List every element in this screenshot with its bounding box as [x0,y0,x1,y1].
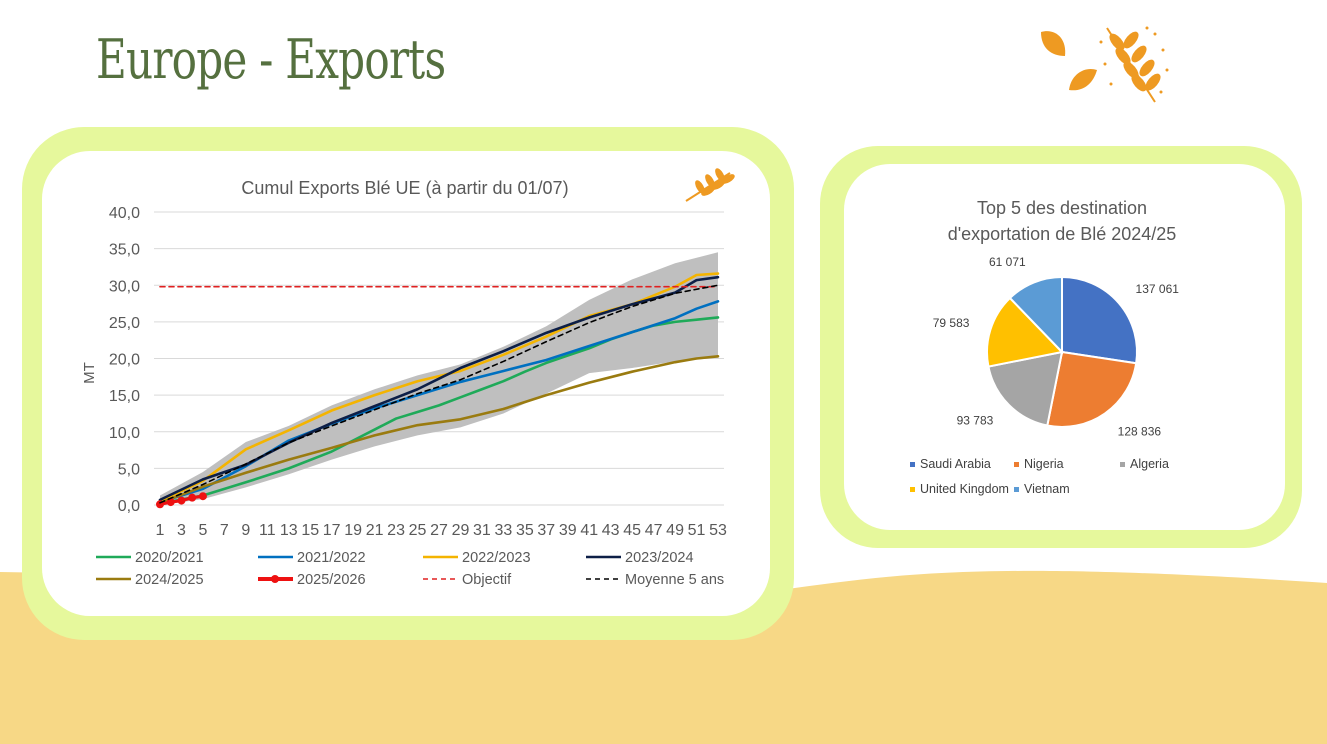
x-tick-label: 25 [409,522,427,539]
y-tick-label: 5,0 [118,461,140,478]
pie-slice-saudi-arabia [1061,275,1138,365]
pie-slice-united-kingdom [986,296,1064,368]
legend-label: Objectif [462,572,512,588]
x-tick-label: 33 [494,522,512,539]
x-tick-label: 1 [156,522,165,539]
x-tick-label: 3 [177,522,186,539]
legend-label: 2020/2021 [135,550,204,566]
y-tick-label: 10,0 [109,425,140,442]
x-tick-label: 13 [280,522,298,539]
pie-legend-swatch [1014,487,1019,492]
x-tick-label: 39 [559,522,577,539]
x-tick-label: 37 [537,522,555,539]
x-tick-label: 41 [580,522,598,539]
pie-chart-title-line-2: d'exportation de Blé 2024/25 [948,224,1177,244]
x-tick-label: 5 [198,522,207,539]
pie-legend-label: Vietnam [1024,482,1070,496]
legend-label: 2023/2024 [625,550,694,566]
series-line-2024-2025 [158,355,720,505]
y-tick-label: 40,0 [109,205,140,222]
pie-chart: Top 5 des destination d'exportation de B… [910,198,1180,496]
pie-data-label: 128 836 [1118,424,1162,438]
legend-label: 2021/2022 [297,550,366,566]
legend-label: 2022/2023 [462,550,531,566]
x-tick-label: 9 [241,522,250,539]
wheat-leaves-icon [1041,26,1169,103]
x-tick-label: 21 [366,522,384,539]
x-tick-label: 7 [220,522,229,539]
pie-slice-vietnam [1008,275,1063,355]
pie-legend-swatch [910,487,915,492]
y-tick-label: 30,0 [109,278,140,295]
pie-legend-label: Nigeria [1024,457,1064,471]
x-tick-label: 31 [473,522,491,539]
legend-marker [271,575,279,583]
x-tick-label: 53 [709,522,727,539]
x-tick-label: 11 [259,522,276,539]
wheat-icon [685,168,735,202]
x-tick-label: 47 [645,522,663,539]
x-tick-label: 51 [688,522,706,539]
x-tick-label: 27 [430,522,448,539]
pie-slice-nigeria [1046,350,1138,428]
data-point-2025-2026 [188,493,197,502]
pie-legend-label: United Kingdom [920,482,1009,496]
data-point-2025-2026 [177,496,186,505]
legend-label: 2025/2026 [297,572,366,588]
pie-slice-algeria [987,350,1064,427]
pie-legend-swatch [1014,462,1019,467]
x-tick-label: 49 [666,522,684,539]
pie-legend-label: Saudi Arabia [920,457,991,471]
pie-data-label: 93 783 [957,414,994,428]
pie-data-label: 79 583 [933,316,970,330]
pie-legend-swatch [910,462,915,467]
data-point-2025-2026 [166,498,175,507]
data-point-2025-2026 [198,492,207,501]
y-tick-label: 20,0 [109,352,140,369]
x-tick-label: 43 [602,522,620,539]
legend-label: Moyenne 5 ans [625,572,724,588]
line-chart: Cumul Exports Blé UE (à partir du 01/07)… [81,168,735,588]
series-line-moyenne-5-ans [159,284,719,504]
x-tick-label: 19 [344,522,362,539]
x-tick-label: 29 [452,522,470,539]
x-tick-label: 35 [516,522,534,539]
page-title: Europe - Exports [96,28,446,91]
x-tick-label: 17 [323,522,341,539]
y-tick-label: 35,0 [109,242,140,259]
pie-chart-title-line-1: Top 5 des destination [977,198,1147,218]
pie-legend-label: Algeria [1130,457,1169,471]
y-tick-label: 0,0 [118,498,140,515]
y-tick-label: 15,0 [109,388,140,405]
line-chart-title: Cumul Exports Blé UE (à partir du 01/07) [241,178,568,198]
x-tick-label: 45 [623,522,641,539]
legend-label: 2024/2025 [135,572,204,588]
pie-data-label: 137 061 [1136,282,1180,296]
y-tick-label: 25,0 [109,315,140,332]
pie-legend-swatch [1120,462,1125,467]
series-line-2022-2023 [158,272,720,503]
x-tick-label: 23 [387,522,405,539]
pie-data-label: 61 071 [989,255,1026,269]
x-tick-label: 15 [301,522,319,539]
y-axis-label: MT [81,362,98,384]
